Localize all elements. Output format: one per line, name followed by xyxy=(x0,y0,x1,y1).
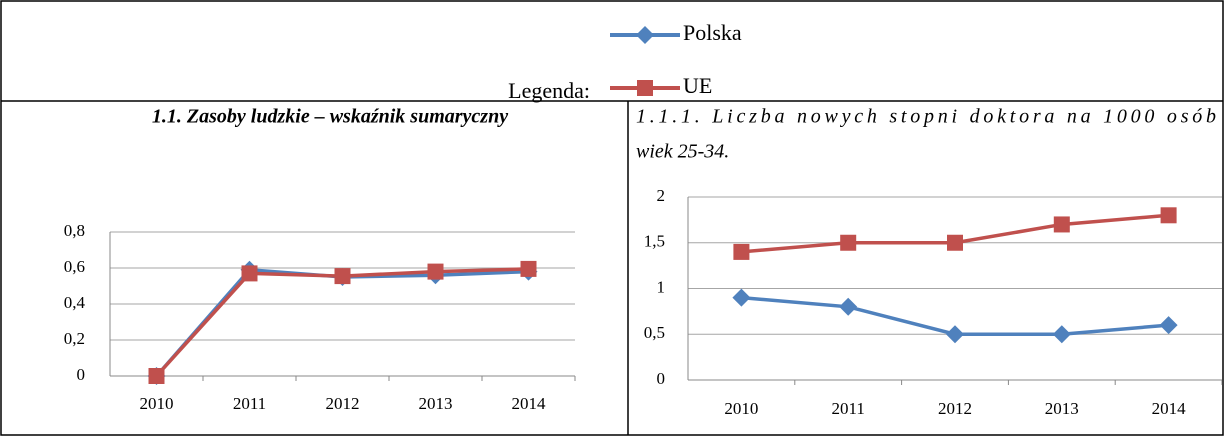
y-tick-label: 0 xyxy=(77,365,86,384)
marker xyxy=(1159,316,1178,335)
x-tick-label: 2014 xyxy=(1152,399,1187,418)
legend-marker xyxy=(636,26,654,44)
x-tick-label: 2013 xyxy=(1045,399,1079,418)
legend-entry: UE xyxy=(683,73,712,98)
marker xyxy=(947,234,963,251)
y-tick-label: 0,8 xyxy=(64,221,85,240)
x-tick-label: 2014 xyxy=(512,394,547,413)
x-tick-label: 2011 xyxy=(832,399,865,418)
marker xyxy=(733,243,750,260)
x-tick-label: 2013 xyxy=(419,394,453,413)
x-tick-label: 2012 xyxy=(938,399,972,418)
y-tick-label: 1,5 xyxy=(644,232,665,251)
marker xyxy=(520,260,537,277)
marker xyxy=(840,234,857,251)
marker xyxy=(241,265,258,282)
marker xyxy=(839,297,858,316)
y-tick-label: 0 xyxy=(657,369,666,388)
x-tick-label: 2011 xyxy=(233,394,266,413)
y-tick-label: 0,6 xyxy=(64,257,85,276)
chart-title: wiek 25-34. xyxy=(636,141,729,163)
y-tick-label: 0,2 xyxy=(64,329,85,348)
legend-entry: Polska xyxy=(683,20,742,45)
y-tick-label: 0,4 xyxy=(64,293,86,312)
marker xyxy=(427,263,444,280)
chart-title: 1.1.1. Liczba nowych stopni doktora na 1… xyxy=(636,106,1216,128)
marker xyxy=(946,325,964,344)
legend-label: Legenda: xyxy=(508,78,590,103)
marker xyxy=(732,288,751,307)
legend-marker xyxy=(637,80,653,96)
x-tick-label: 2010 xyxy=(724,399,758,418)
y-tick-label: 0,5 xyxy=(644,323,665,342)
x-tick-label: 2012 xyxy=(326,394,360,413)
x-tick-label: 2010 xyxy=(140,394,174,413)
marker xyxy=(1052,325,1071,344)
y-tick-label: 2 xyxy=(657,186,666,205)
marker xyxy=(334,268,351,285)
y-tick-label: 1 xyxy=(657,277,666,296)
marker xyxy=(1160,207,1177,224)
marker xyxy=(148,368,165,384)
marker xyxy=(1053,216,1070,233)
chart-title: 1.1. Zasoby ludzkie – wskaźnik sumaryczn… xyxy=(152,106,508,128)
